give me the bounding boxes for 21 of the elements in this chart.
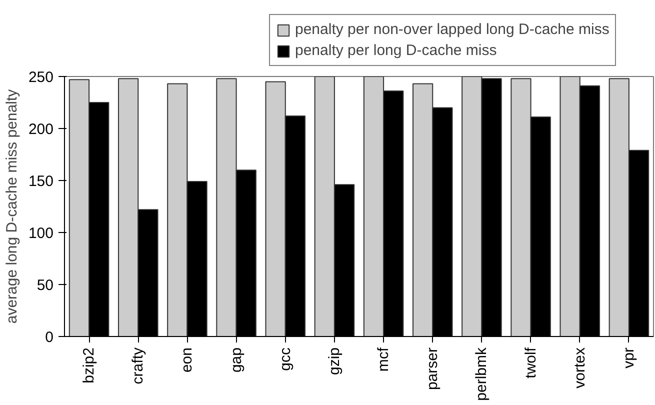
x-tick-label: gap: [228, 347, 245, 373]
y-tick-label: 100: [28, 225, 54, 242]
x-tick-label: vortex: [571, 347, 588, 388]
x-tick-label: vpr: [620, 347, 638, 368]
x-tick-label: crafty: [130, 347, 147, 384]
x-tick-label: gzip: [326, 347, 343, 376]
x-tick-label: twolf: [522, 346, 540, 378]
y-tick-label: 200: [28, 121, 54, 138]
y-tick-label: 250: [28, 69, 54, 86]
x-tick-label: perlbmk: [473, 347, 490, 401]
y-axis-title: average long D-cache miss penalty: [3, 88, 20, 324]
x-tick-label: bzip2: [80, 348, 98, 384]
legend-label: penalty per long D-cache miss: [295, 42, 497, 59]
y-tick-label: 150: [28, 173, 54, 190]
x-tick-label: mcf: [375, 346, 392, 372]
x-tick-label: gcc: [276, 347, 294, 371]
y-tick-label: 50: [36, 277, 54, 294]
x-tick-label: eon: [178, 347, 196, 373]
y-tick-label: 0: [45, 329, 54, 346]
legend-label: penalty per non-over lapped long D-cache miss: [295, 21, 610, 38]
x-tick-label: parser: [424, 347, 442, 390]
